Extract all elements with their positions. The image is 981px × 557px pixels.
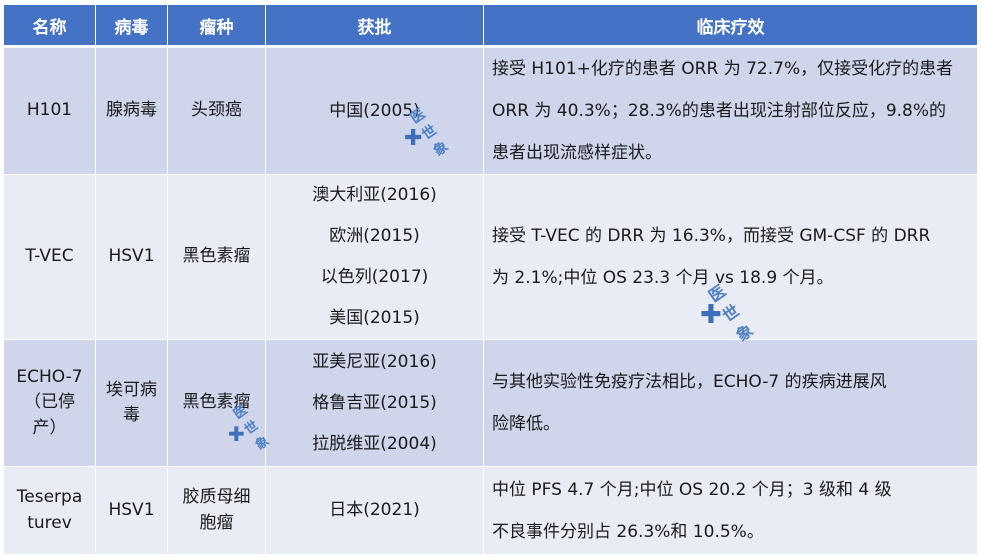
approval-line: 拉脱维亚(2004): [312, 433, 437, 454]
cell-approval: 中国(2005): [265, 46, 484, 175]
clinical-line: 不良事件分别占 26.3%和 10.5%。: [492, 521, 764, 542]
cell-virus: 埃可病毒: [95, 339, 168, 467]
cancer-line: 胞瘤: [199, 512, 234, 533]
approval-line: 亚美尼亚(2016): [312, 351, 437, 372]
cell-name: Teserpa turev: [3, 466, 96, 555]
virus-line: 埃可病: [106, 379, 157, 400]
approval-line: 中国(2005): [329, 100, 420, 121]
cell-virus: HSV1: [95, 466, 168, 555]
clinical-line: 中位 PFS 4.7 个月;中位 OS 20.2 个月；3 级和 4 级: [492, 479, 892, 500]
cancer-line: 黑色素瘤: [182, 246, 251, 267]
virus-line: 毒: [123, 405, 140, 425]
virus-line: HSV1: [108, 499, 155, 520]
header-name: 名称: [3, 4, 96, 48]
cell-clinical: 接受 H101+化疗的患者 ORR 为 72.7%，仅接受化疗的患者 ORR 为 …: [483, 46, 978, 175]
header-clinical: 临床疗效: [483, 4, 978, 48]
oncolytic-virus-table: 名称 病毒 瘤种 获批 临床疗效 H101 腺病毒 头颈癌 中国(2005) 接受 H1…: [3, 4, 978, 555]
virus-line: 腺病毒: [106, 100, 157, 121]
clinical-line: 险降低。: [492, 414, 560, 434]
approval-line: 格鲁吉亚(2015): [312, 392, 437, 413]
clinical-line: 接受 H101+化疗的患者 ORR 为 72.7%，仅接受化疗的患者: [492, 59, 954, 79]
cell-cancer: 黑色素瘤: [167, 174, 266, 340]
table-row: ECHO-7 （已停 产） 埃可病毒黑色素瘤 亚美尼亚(2016) 格鲁吉亚(2015) 拉…: [3, 339, 978, 467]
approval-line: 澳大利亚(2016): [312, 185, 437, 205]
name-line: （已停: [24, 392, 75, 413]
cancer-line: 胶质母细: [182, 487, 251, 507]
clinical-line: 患者出现流感样症状。: [492, 143, 662, 163]
table-body: H101 腺病毒 头颈癌 中国(2005) 接受 H101+化疗的患者 ORR 为 72…: [3, 46, 978, 555]
cell-clinical: 与其他实验性免疫疗法相比，ECHO-7 的疾病进展风 险降低。: [483, 339, 978, 467]
cell-name: ECHO-7 （已停产）: [3, 339, 96, 467]
virus-line: HSV1: [108, 246, 155, 267]
cell-cancer: 胶质母细 胞瘤: [167, 466, 266, 555]
clinical-line: 为 2.1%;中位 OS 23.3 个月 vs 18.9 个月。: [492, 268, 834, 288]
cell-clinical: 接受 T-VEC 的 DRR 为 16.3%，而接受 GM-CSF 的 DRR 为…: [483, 174, 978, 340]
approval-line: 日本(2021): [329, 500, 420, 520]
cell-cancer: 黑色素瘤: [167, 339, 266, 467]
cell-approval: 亚美尼亚(2016) 格鲁吉亚(2015) 拉脱维亚(2004): [265, 339, 484, 467]
cell-virus: 腺病毒: [95, 46, 168, 175]
header-row: 名称 病毒 瘤种 获批 临床疗效: [3, 4, 978, 48]
header-approval: 获批: [265, 4, 484, 48]
approval-line: 以色列(2017): [320, 267, 429, 287]
clinical-line: 与其他实验性免疫疗法相比，ECHO-7 的疾病进展风: [492, 372, 887, 392]
cell-clinical: 中位 PFS 4.7 个月;中位 OS 20.2 个月；3 级和 4 级不良事件…: [483, 466, 978, 555]
cell-approval: 澳大利亚(2016) 欧洲(2015) 以色列(2017) 美国(2015): [265, 174, 484, 340]
name-line: Teserpa: [16, 487, 83, 507]
cell-cancer: 头颈癌: [167, 46, 266, 175]
table-row: Teserpa turev HSV1 胶质母细胞瘤 日本(2021) 中位 PFS 4.7…: [3, 466, 978, 555]
cell-name: T-VEC: [3, 174, 96, 340]
approval-line: 欧洲(2015): [329, 226, 420, 246]
cell-approval: 日本(2021): [265, 466, 484, 555]
cell-virus: HSV1: [95, 174, 168, 340]
table-row: H101 腺病毒 头颈癌 中国(2005) 接受 H101+化疗的患者 ORR 为 72…: [3, 46, 978, 175]
name-line: turev: [27, 512, 72, 533]
cancer-line: 头颈癌: [191, 100, 242, 121]
name-line: ECHO-7: [16, 366, 83, 387]
approval-line: 美国(2015): [329, 308, 420, 328]
cell-name: H101: [3, 46, 96, 175]
table-row: T-VEC HSV1 黑色素瘤 澳大利亚(2016) 欧洲(2015) 以色列(2017)…: [3, 174, 978, 340]
name-line: T-VEC: [25, 246, 74, 267]
name-line: H101: [26, 100, 73, 121]
header-virus: 病毒: [95, 4, 168, 48]
name-line: 产）: [32, 417, 67, 438]
clinical-line: ORR 为 40.3%；28.3%的患者出现注射部位反应，9.8%的: [492, 101, 947, 121]
cancer-line: 黑色素瘤: [182, 392, 251, 413]
header-cancer: 瘤种: [167, 4, 266, 48]
clinical-line: 接受 T-VEC 的 DRR 为 16.3%，而接受 GM-CSF 的 DRR: [492, 226, 931, 246]
